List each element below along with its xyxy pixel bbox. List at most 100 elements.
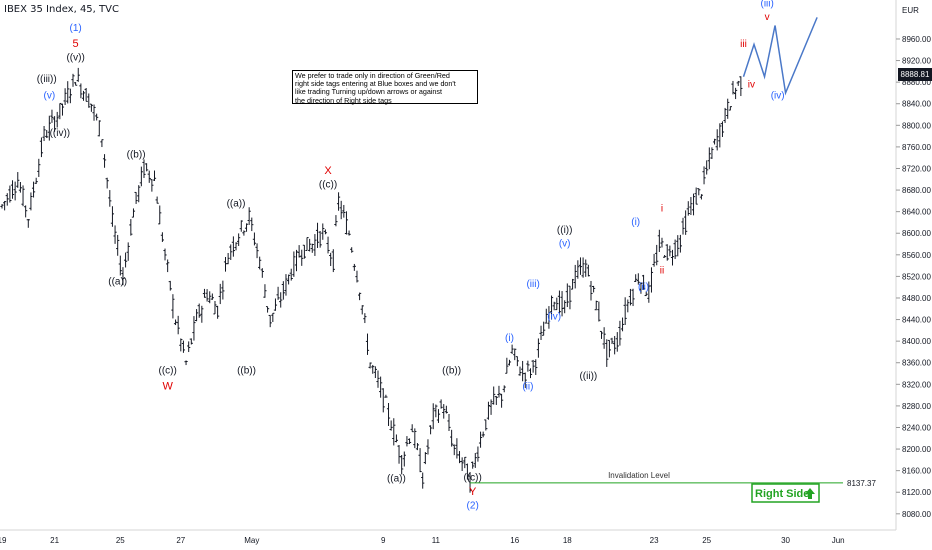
ohlc-bar (384, 394, 388, 398)
invalidation-value: 8137.37 (847, 479, 876, 488)
ohlc-bar (481, 431, 485, 438)
wave-label: ((c)) (319, 179, 337, 190)
ohlc-bar (134, 191, 138, 204)
ohlc-bar (52, 116, 57, 132)
ohlc-bar (734, 87, 738, 100)
ohlc-bar (289, 268, 293, 281)
y-tick-label: 8240.00 (902, 423, 931, 432)
ohlc-bar (95, 113, 99, 121)
wave-label: (iv) (547, 312, 561, 323)
ohlc-bar (581, 257, 585, 278)
ohlc-bar (247, 207, 251, 225)
ohlc-bar (323, 229, 328, 235)
time-axis[interactable]: 19 21 25 27 May 9 11 16 18 23 25 30 Jun (0, 529, 896, 545)
ohlc-bar (594, 300, 598, 311)
ohlc-bar (715, 129, 719, 151)
ohlc-bar (615, 332, 619, 352)
ohlc-bar (363, 313, 367, 324)
x-tick-label: 9 (381, 536, 386, 545)
ohlc-bar (160, 232, 164, 242)
x-tick-label: Jun (832, 536, 845, 545)
ohlc-bar (142, 159, 146, 178)
ohlc-bar (184, 360, 188, 366)
ohlc-bar (499, 393, 504, 408)
y-tick-label: 8880.00 (902, 78, 931, 87)
ohlc-bar (263, 284, 267, 298)
ohlc-bar (292, 251, 296, 277)
ohlc-bar (573, 264, 577, 289)
wave-label: (v) (43, 90, 55, 101)
wave-labels: (1) 5 ((v)) ((iii)) (v) ((iv)) ((b)) ((a)) ((c))… (37, 0, 785, 511)
y-tick-label: 8960.00 (902, 35, 931, 44)
price-axis[interactable]: 8080.00 8120.00 8160.00 8200.00 8240.00 8280.… (895, 0, 931, 530)
ohlc-bar (342, 204, 346, 218)
ohlc-bar (468, 472, 472, 493)
ohlc-bar (371, 364, 375, 374)
wave-label: ((b)) (127, 150, 146, 161)
wave-label: ((iii)) (37, 74, 57, 85)
y-tick-label: 8600.00 (902, 229, 931, 238)
ohlc-bar (74, 82, 78, 86)
ohlc-bar (705, 160, 709, 175)
ohlc-bar (539, 325, 543, 340)
ohlc-bar (723, 107, 727, 123)
y-tick-label: 8640.00 (902, 208, 931, 217)
ohlc-bar (739, 76, 743, 97)
ohlc-bar (405, 436, 409, 447)
y-tick-label: 8480.00 (902, 294, 931, 303)
ohlc-bar (402, 451, 406, 467)
ohlc-bar (413, 428, 417, 449)
ohlc-bar (526, 360, 530, 372)
ohlc-bar (728, 106, 732, 111)
ohlc-bar (518, 366, 522, 376)
ohlc-bar (376, 370, 380, 388)
wave-label: iii (740, 39, 747, 50)
wave-label: ((b)) (237, 366, 256, 377)
ohlc-bar (31, 181, 36, 198)
ohlc-bar (158, 205, 162, 225)
right-side-label: Right Side (755, 488, 809, 500)
wave-label: W (162, 381, 173, 393)
ohlc-bar (131, 208, 136, 218)
ohlc-bar (415, 443, 420, 451)
ohlc-bar (691, 193, 696, 216)
ohlc-bar (189, 338, 193, 345)
ohlc-bar (137, 185, 141, 203)
ohlc-bar (216, 305, 220, 319)
note-line: right side tags entering at Blue boxes a… (295, 79, 456, 89)
ohlc-bar (513, 348, 517, 361)
wave-label: (iii) (760, 0, 773, 10)
ohlc-bar (192, 316, 196, 341)
x-tick-label: 19 (0, 536, 7, 545)
ohlc-bar (578, 257, 583, 275)
wave-label: ((i)) (557, 225, 573, 236)
projection-path (742, 17, 818, 96)
y-tick-label: 8400.00 (902, 337, 931, 346)
ohlc-bar (179, 338, 183, 352)
ohlc-bar (623, 297, 627, 325)
ohlc-bar (486, 401, 491, 420)
ohlc-bar (565, 283, 569, 308)
ohlc-bar (321, 223, 325, 240)
y-tick-label: 8440.00 (902, 316, 931, 325)
ohlc-bar (129, 219, 133, 236)
ohlc-bar (202, 288, 207, 298)
ohlc-bar (597, 301, 601, 322)
y-tick-label: 8320.00 (902, 380, 931, 389)
ohlc-bar (670, 249, 675, 266)
ohlc-bar (471, 461, 475, 469)
wave-label: ii (660, 266, 664, 277)
ohlc-bar (168, 280, 172, 291)
ohlc-bar (373, 366, 377, 378)
y-tick-label: 8720.00 (902, 164, 931, 173)
ohlc-bar (205, 289, 209, 302)
ohlc-bar (63, 88, 67, 105)
ohlc-bar (108, 190, 112, 207)
ohlc-bar (442, 404, 446, 419)
ohlc-bar (447, 414, 451, 432)
ohlc-bar (218, 283, 222, 305)
ohlc-bar (171, 294, 175, 319)
ohlc-bar (731, 80, 735, 95)
x-tick-label: 18 (563, 536, 572, 545)
